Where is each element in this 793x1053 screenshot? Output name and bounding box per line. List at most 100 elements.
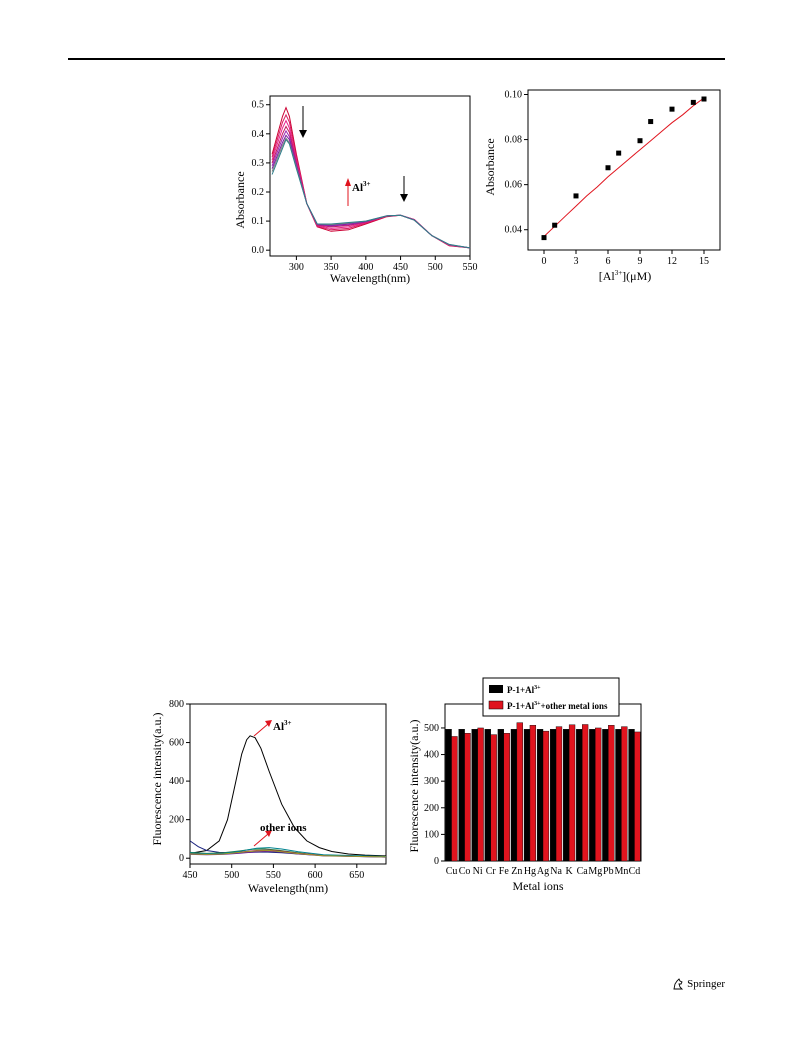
uv-annotation-al: Al3+ [352,180,371,194]
x-tick-label: 400 [358,262,373,273]
category-label: Co [459,866,471,877]
y-tick-label: 0.10 [505,90,523,101]
legend-swatch-black [489,685,503,693]
y-tick-label: 0 [179,853,184,864]
x-tick-label: 3 [574,256,579,267]
y-tick-label: 300 [424,776,439,787]
bar-Ni-1 [477,727,484,862]
uv-arrowhead-right [400,194,408,202]
bar-Pb-1 [608,725,615,862]
bar-Ca-0 [576,729,583,862]
x-tick-label: 500 [224,870,239,881]
x-tick-label: 300 [289,262,304,273]
bar-ylabel: Fluorescence intensity(a.u.) [407,720,421,853]
bar-Cd-1 [634,731,641,862]
data-point [701,96,707,102]
publisher-name: Springer [687,978,725,990]
y-tick-label: 0.06 [505,180,523,191]
fl-arrow-other [253,833,269,847]
publisher-footer: Springer [672,978,725,990]
y-tick-label: 0.0 [252,245,265,256]
absorbance-vs-concentration-chart: 0 3 6 9 12 15 0.04 0.06 0.08 0.10 [Al3+](μM) Abso… [483,89,721,283]
fl-annotation-other: other ions [260,822,307,834]
plot-frame [269,95,471,257]
data-point [552,222,558,228]
category-label: Fe [499,866,510,877]
bar-Fe-1 [503,733,510,862]
category-label: Cd [629,866,641,877]
fl-arrowhead-al [265,720,272,727]
fl-arrow-al [253,723,269,737]
y-tick-label: 500 [424,723,439,734]
category-label: Ag [537,866,549,877]
data-point [648,119,654,125]
series-line-7 [271,138,471,249]
legend-label-1: P-1+Al3+ [507,685,541,695]
data-point [541,235,547,241]
plot-frame [189,703,387,865]
bar-Cd-0 [628,729,635,862]
conc-xlabel: [Al3+](μM) [599,269,652,283]
bar-Pb-0 [602,729,609,862]
conc-ylabel: Absorbance [483,138,497,195]
x-tick-label: 350 [324,262,339,273]
bar-Ag-1 [542,730,550,862]
springer-knight-icon [673,978,684,990]
bar-Mg-1 [595,727,602,862]
y-tick-label: 0.08 [505,135,523,146]
series-line-4 [189,847,387,857]
bar-Cr-0 [484,729,491,862]
fl-arrowhead-other [265,830,272,837]
series-line-6 [189,849,387,858]
category-label: Na [550,866,562,877]
bar-Na-1 [555,726,563,862]
bar-Ag-0 [536,729,544,862]
x-tick-label: 650 [349,870,364,881]
data-point [637,138,643,144]
x-tick-label: 12 [667,256,677,267]
data-point [690,99,696,105]
y-tick-label: 200 [169,815,184,826]
series-line-0 [271,106,471,249]
uv-ylabel: Absorbance [233,171,247,228]
bar-Hg-0 [523,729,531,862]
y-tick-label: 0 [434,856,439,867]
y-tick-label: 400 [424,750,439,761]
bar-Hg-1 [529,725,537,862]
category-label: Ca [577,866,589,877]
data-point [616,150,622,156]
y-tick-label: 0.4 [252,129,265,140]
fl-xlabel: Wavelength(nm) [248,881,328,895]
x-tick-label: 15 [699,256,709,267]
y-tick-label: 0.3 [252,158,265,169]
x-tick-label: 550 [463,262,478,273]
x-tick-label: 450 [393,262,408,273]
bar-Fe-0 [497,729,504,862]
data-point [605,165,611,171]
uv-arrowhead-left [299,130,307,138]
bar-Mn-1 [621,726,628,862]
bar-K-1 [568,724,576,862]
y-tick-label: 800 [169,699,184,710]
category-label: Zn [511,866,522,877]
data-point [669,106,675,112]
category-label: Cu [446,866,458,877]
series-line-0 [189,735,387,857]
y-tick-label: 0.1 [252,216,265,227]
y-tick-label: 0.5 [252,100,265,111]
bar-Ca-1 [581,724,589,862]
fl-ylabel: Fluorescence intensity(a.u.) [150,713,164,846]
bar-K-0 [563,729,570,862]
x-tick-label: 500 [428,262,443,273]
bar-Cu-0 [445,729,452,862]
category-label: K [566,866,574,877]
x-tick-label: 450 [183,870,198,881]
y-tick-label: 100 [424,829,439,840]
category-label: Hg [524,866,536,877]
series-line-6 [271,137,471,249]
series-line-4 [271,129,471,249]
y-tick-label: 200 [424,803,439,814]
category-label: Cr [486,866,497,877]
fit-curve [543,97,705,237]
category-label: Mg [588,866,602,877]
